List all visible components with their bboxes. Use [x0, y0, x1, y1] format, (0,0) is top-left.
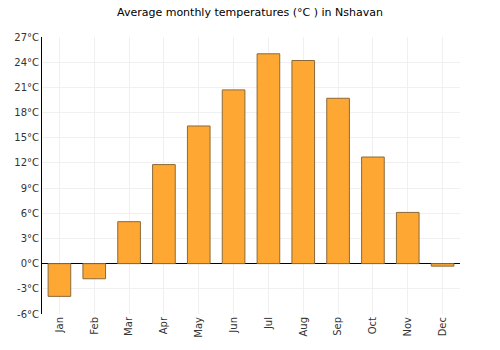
svg-text:3°C: 3°C	[21, 233, 39, 244]
svg-text:15°C: 15°C	[14, 132, 39, 143]
svg-text:-6°C: -6°C	[17, 309, 39, 320]
svg-text:Dec: Dec	[437, 317, 448, 336]
svg-text:18°C: 18°C	[14, 107, 39, 118]
svg-text:May: May	[193, 317, 204, 338]
svg-text:Sep: Sep	[332, 317, 343, 336]
svg-text:27°C: 27°C	[14, 32, 39, 43]
svg-text:9°C: 9°C	[21, 183, 39, 194]
svg-text:Jan: Jan	[54, 317, 65, 333]
svg-text:-3°C: -3°C	[17, 283, 39, 294]
svg-text:Feb: Feb	[89, 317, 100, 335]
svg-text:Average monthly temperatures (: Average monthly temperatures (°C ) in Ns…	[117, 6, 383, 19]
svg-text:Oct: Oct	[367, 317, 378, 334]
svg-text:21°C: 21°C	[14, 82, 39, 93]
svg-text:6°C: 6°C	[21, 208, 39, 219]
svg-text:12°C: 12°C	[14, 157, 39, 168]
svg-text:Mar: Mar	[123, 316, 134, 336]
svg-text:Jun: Jun	[228, 317, 239, 334]
svg-text:0°C: 0°C	[21, 258, 39, 269]
svg-text:Nov: Nov	[402, 317, 413, 337]
svg-text:Jul: Jul	[263, 317, 274, 330]
svg-text:24°C: 24°C	[14, 57, 39, 68]
svg-text:Apr: Apr	[158, 316, 169, 334]
svg-text:Aug: Aug	[298, 317, 309, 337]
